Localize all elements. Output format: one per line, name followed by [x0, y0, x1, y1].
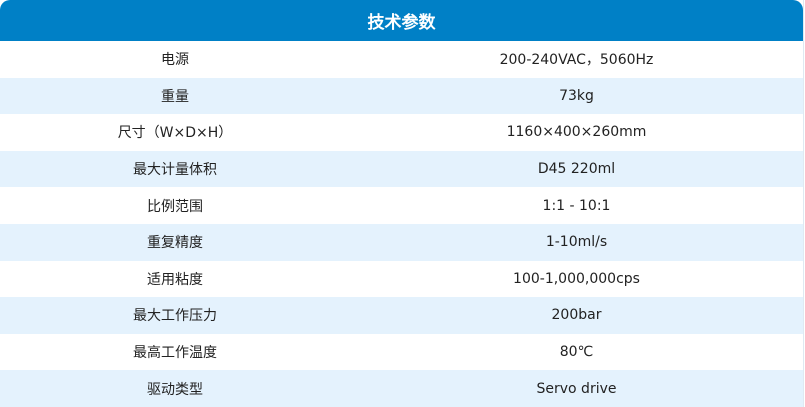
- table-row: 适用粘度 100-1,000,000cps: [0, 260, 803, 298]
- table-row: 电源 200-240VAC，5060Hz: [0, 41, 803, 78]
- param-value: Servo drive: [536, 380, 617, 397]
- table-row: 最大计量体积 D45 220ml: [0, 150, 803, 188]
- param-value: 1-10ml/s: [545, 234, 608, 251]
- param-value: 200-240VAC，5060Hz: [499, 52, 654, 69]
- param-label: 比例范围: [147, 198, 203, 215]
- table-row: 重量 73kg: [0, 77, 803, 115]
- table-row: 驱动类型 Servo drive: [0, 370, 803, 407]
- table-row: 尺寸（W×D×H） 1160×400×260mm: [0, 114, 803, 151]
- param-label: 电源: [161, 52, 189, 69]
- param-label: 适用粘度: [147, 271, 203, 288]
- param-value: 100-1,000,000cps: [513, 270, 640, 287]
- table-body: 电源 200-240VAC，5060Hz 重量 73kg 尺寸（W×D×H） 1160×4…: [0, 41, 803, 407]
- param-label: 尺寸（W×D×H）: [117, 125, 233, 142]
- table-row: 最大工作压力 200bar: [0, 297, 803, 334]
- table-row: 重复精度 1-10ml/s: [0, 223, 803, 261]
- param-label: 最大计量体积: [133, 162, 217, 179]
- param-value: 73kg: [559, 87, 594, 104]
- table-row: 最高工作温度 80℃: [0, 333, 803, 371]
- param-value: 1160×400×260mm: [506, 124, 647, 141]
- param-label: 重复精度: [147, 235, 203, 252]
- param-value: 200bar: [551, 307, 602, 324]
- param-value: 1:1 - 10:1: [542, 197, 611, 214]
- table-title: 技术参数: [0, 0, 803, 41]
- param-label: 最大工作压力: [133, 308, 217, 325]
- param-label: 驱动类型: [147, 381, 203, 398]
- param-value: D45 220ml: [537, 161, 616, 178]
- table-row: 比例范围 1:1 - 10:1: [0, 187, 803, 224]
- param-label: 重量: [161, 88, 189, 105]
- param-value: 80℃: [559, 344, 594, 361]
- param-label: 最高工作温度: [133, 345, 217, 362]
